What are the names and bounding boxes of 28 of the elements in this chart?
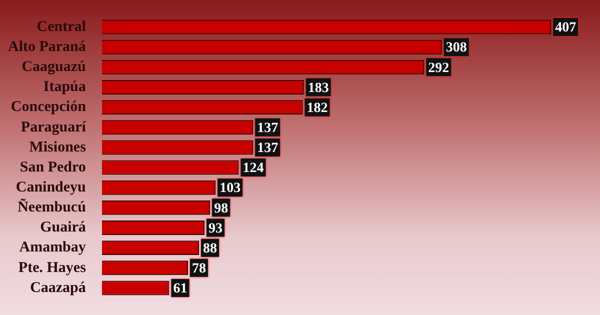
data-label: 308 [446,40,467,56]
data-label: 98 [214,201,228,216]
y-tick-label: Caazapá [30,280,86,296]
y-tick-label: Alto Paraná [8,38,86,55]
data-label: 137 [257,121,278,136]
y-tick-label: San Pedro [20,159,86,176]
data-label: 103 [220,181,241,196]
y-tick-label: Amambay [19,240,86,256]
y-tick-label: Itapúa [43,79,86,96]
data-label: 407 [555,20,576,36]
y-tick-label: Misiones [29,139,86,156]
y-tick-label: Pte. Hayes [18,260,86,276]
data-label: 93 [208,221,223,236]
data-label: 292 [428,60,450,76]
data-label: 183 [308,80,329,96]
data-label: 124 [242,161,264,176]
y-tick-label: Guairá [40,220,86,236]
y-tick-label: Central [36,18,86,35]
data-label: 88 [203,241,218,256]
data-label: 137 [257,141,278,156]
y-tick-label: Concepción [10,99,87,116]
y-tick-label: Paraguarí [20,119,87,136]
y-tick-label: Caaguazú [22,59,86,76]
data-label: 78 [192,262,206,276]
y-tick-label: Canindeyu [16,179,86,196]
data-label: 61 [173,282,188,297]
data-label: 182 [306,100,328,116]
y-tick-label: Ñeembucú [18,198,86,216]
